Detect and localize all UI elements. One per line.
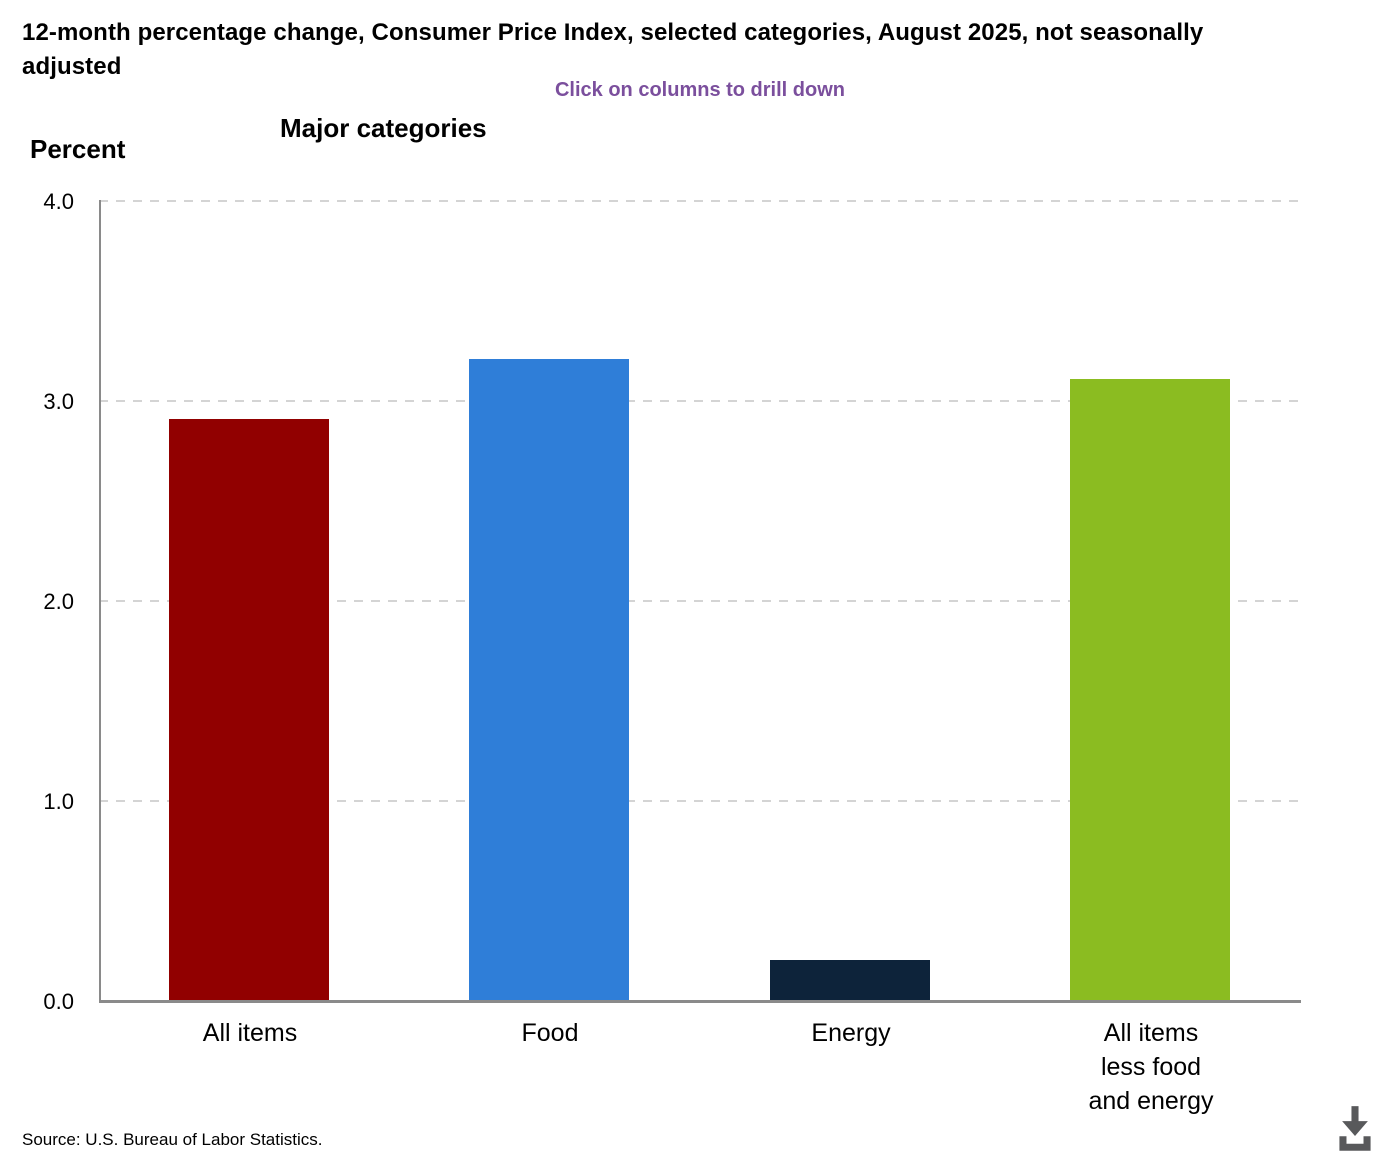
bar-all-items[interactable] [169, 419, 329, 1000]
download-icon [1330, 1102, 1380, 1156]
y-tick-label: 3.0 [43, 389, 74, 414]
plot-area [99, 200, 1301, 1003]
y-tick-label: 0.0 [43, 989, 74, 1014]
y-axis [99, 200, 101, 1001]
x-category-label-food: Food [521, 1019, 579, 1047]
gridline-4 [99, 200, 1301, 202]
x-category-label-all-items: All items [202, 1019, 298, 1047]
y-tick-label: 4.0 [43, 189, 74, 214]
source-note: Source: U.S. Bureau of Labor Statistics. [22, 1130, 323, 1149]
drilldown-hint: Click on columns to drill down [554, 79, 845, 101]
y-tick-label: 2.0 [43, 589, 74, 614]
bar-all-items-less-food-and-energy[interactable] [1070, 379, 1230, 1000]
y-axis-title: Percent [30, 134, 126, 164]
y-tick-label: 1.0 [43, 789, 74, 814]
gridline-3 [99, 400, 1301, 402]
download-button[interactable] [1328, 1100, 1382, 1158]
gridline-2 [99, 600, 1301, 602]
page-title: 12-month percentage change, Consumer Pri… [22, 19, 1204, 80]
x-category-label-all-items-less-food-and-energy: All items less food and energy [1088, 1019, 1214, 1115]
gridline-1 [99, 800, 1301, 802]
bar-food[interactable] [469, 359, 629, 1000]
bar-energy[interactable] [770, 959, 930, 1000]
x-axis [99, 1000, 1301, 1003]
x-category-label-energy: Energy [811, 1019, 891, 1047]
chart-title: Major categories [280, 113, 487, 143]
